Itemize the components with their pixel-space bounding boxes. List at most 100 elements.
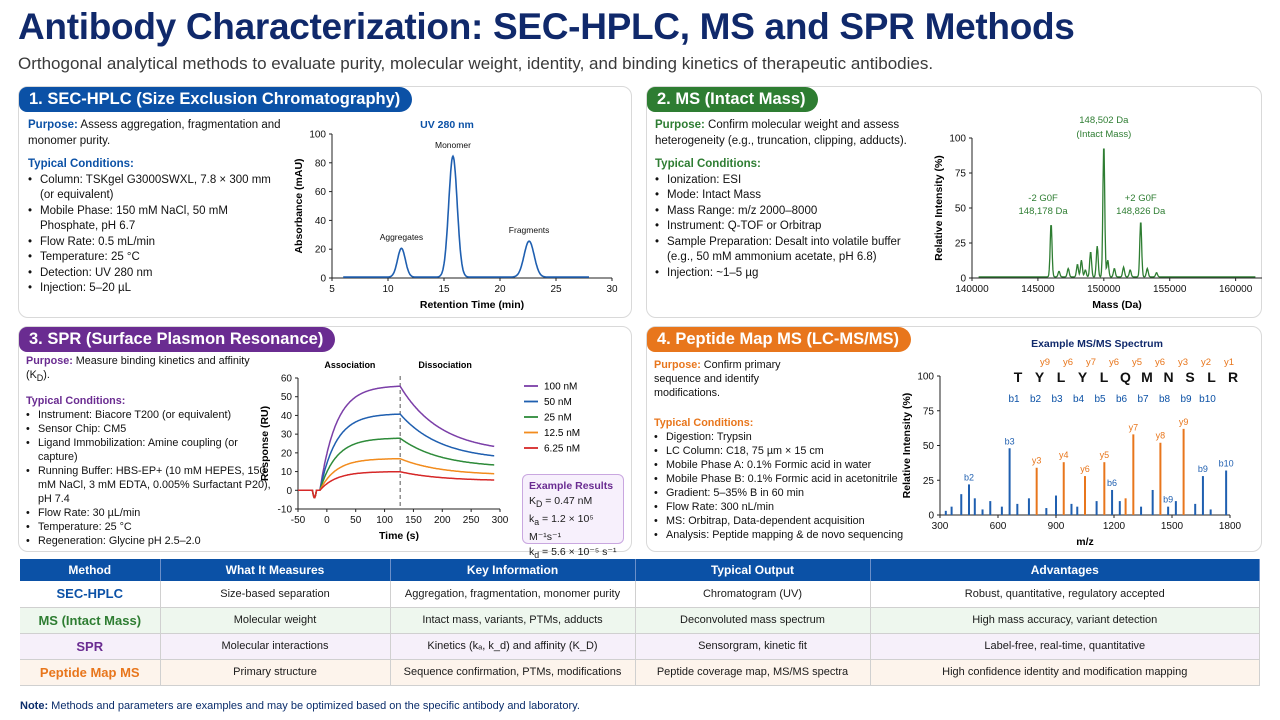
chromatogram-trace (343, 154, 589, 278)
y-tick-label: 100 (917, 372, 934, 383)
sec-purpose-label: Purpose: (28, 119, 78, 131)
y-tick-label: 75 (923, 406, 935, 417)
x-tick-label: 145000 (1021, 284, 1055, 295)
pep-condition: MS: Orbitrap, Data-dependent acquisition (654, 514, 904, 528)
spr-purpose-end: ). (43, 369, 50, 381)
peak-label: y7 (1129, 422, 1139, 432)
y-tick-label: 0 (320, 274, 326, 285)
result-sub: d (534, 550, 540, 561)
y-tick-label: 0 (928, 511, 934, 522)
sensorgram-series (298, 470, 495, 499)
peak-label: y6 (1080, 464, 1090, 474)
legend-label: 6.25 nM (544, 444, 580, 455)
table-cell: Label-free, real-time, quantitative (870, 633, 1260, 660)
y-tick-label: -10 (278, 505, 293, 516)
ms-condition: Ionization: ESI (655, 173, 920, 189)
table-cell: High mass accuracy, variant detection (870, 607, 1260, 634)
spr-cond-heading: Typical Conditions: (26, 395, 126, 408)
table-cell: Aggregation, fragmentation, monomer puri… (390, 581, 636, 608)
spr-sensorgram-chart: -50 0 50 100 150 200 250 300 -10 0 10 20 30 40 50 60 Tim… (259, 360, 580, 542)
y-tick-label: 25 (923, 476, 935, 487)
result-symbol: k (529, 546, 535, 559)
x-axis-label: m/z (1076, 536, 1094, 548)
y-tick-label: 30 (281, 430, 293, 441)
x-tick-label: 50 (350, 515, 362, 526)
x-tick-label: 100 (376, 515, 393, 526)
ms-text: Purpose: Confirm molecular weight and as… (655, 118, 920, 281)
b-ion-label: b5 (1094, 394, 1106, 405)
y-tick-label: 100 (309, 130, 326, 141)
ms-condition: Sample Preparation: Desalt into volatile… (655, 235, 920, 266)
sec-text: Purpose: Assess aggregation, fragmentati… (28, 118, 286, 297)
y-tick-label: 0 (286, 486, 292, 497)
sequence-residue: Y (1035, 369, 1045, 385)
y-ion-label: y6 (1109, 357, 1119, 368)
spr-purpose: Measure binding kinetics and affinity (K (26, 355, 250, 381)
page-title: Antibody Characterization: SEC-HPLC, MS … (18, 6, 1075, 47)
x-tick-label: 300 (492, 515, 509, 526)
table-header: What It Measures (160, 559, 391, 581)
b-ion-label: b3 (1051, 394, 1063, 405)
pep-purpose: Confirm primary sequence and identify mo… (654, 359, 781, 399)
x-tick-label: 0 (324, 515, 330, 526)
ms-condition: Mode: Intact Mass (655, 188, 920, 204)
result-value: = 0.47 nM (542, 495, 593, 507)
y-tick-label: 60 (281, 374, 293, 385)
table-cell: Primary structure (160, 659, 391, 686)
spr-tag: 3. SPR (Surface Plasmon Resonance) (19, 327, 336, 352)
peak-label: Monomer (435, 140, 471, 150)
y-tick-label: 10 (281, 467, 293, 478)
result-symbol: k (529, 513, 535, 526)
y-ion-label: y1 (1224, 357, 1234, 368)
phase-label: Dissociation (418, 360, 472, 370)
x-tick-label: 25 (550, 284, 562, 295)
y-tick-label: 75 (955, 169, 967, 180)
table-cell-method: Peptide Map MS (20, 659, 161, 686)
sec-condition: Temperature: 25 °C (28, 250, 286, 266)
y-axis-label: Relative Intensity (%) (901, 393, 913, 499)
sec-condition: Detection: UV 280 nm (28, 266, 286, 282)
annotation-label: (Intact Mass) (1076, 129, 1131, 140)
chart-title: Example MS/MS Spectrum (1031, 338, 1163, 350)
spr-condition: Temperature: 25 °C (26, 520, 276, 534)
x-tick-label: 900 (1048, 521, 1065, 532)
pep-condition: Digestion: Trypsin (654, 430, 904, 444)
y-ion-label: y5 (1132, 357, 1142, 368)
legend-label: 100 nM (544, 382, 577, 393)
sec-purpose: Assess aggregation, fragmentation and mo… (28, 119, 281, 147)
sequence-residue: Q (1120, 369, 1131, 385)
sec-condition: Column: TSKgel G3000SWXL, 7.8 × 300 mm (… (28, 173, 286, 204)
y-tick-label: 100 (949, 134, 966, 145)
page-subtitle: Orthogonal analytical methods to evaluat… (18, 54, 934, 73)
spr-condition: Ligand Immobilization: Amine coupling (o… (26, 436, 276, 464)
sequence-residue: L (1057, 369, 1066, 385)
table-cell: Intact mass, variants, PTMs, adducts (390, 607, 636, 634)
peak-label: y9 (1179, 417, 1189, 427)
ms-condition: Mass Range: m/z 2000–8000 (655, 204, 920, 220)
spr-result-kd: KD = 0.47 nM (529, 494, 617, 512)
sec-cond-heading: Typical Conditions: (28, 158, 134, 170)
ms-purpose: Confirm molecular weight and assess hete… (655, 119, 907, 147)
x-tick-label: -50 (291, 515, 306, 526)
spr-result-kdis: kd = 5.6 × 10⁻⁵ s⁻¹ (529, 545, 617, 563)
peak-label: y5 (1100, 450, 1110, 460)
x-tick-label: 1200 (1103, 521, 1126, 532)
table-header: Key Information (390, 559, 636, 581)
y-tick-label: 50 (923, 441, 935, 452)
result-symbol: K (529, 495, 537, 507)
table-cell: Sensorgram, kinetic fit (635, 633, 871, 660)
table-cell: Molecular interactions (160, 633, 391, 660)
table-cell: Peptide coverage map, MS/MS spectra (635, 659, 871, 686)
ms-tag: 2. MS (Intact Mass) (647, 87, 818, 112)
phase-label: Association (324, 360, 375, 370)
ms-condition: Instrument: Q-TOF or Orbitrap (655, 219, 920, 235)
sequence-residue: M (1141, 369, 1153, 385)
b-ion-label: b4 (1073, 394, 1085, 405)
y-tick-label: 40 (315, 216, 327, 227)
spr-text: Purpose: Measure binding kinetics and af… (26, 354, 276, 548)
y-tick-label: 40 (281, 411, 293, 422)
mass-spectrum-trace (978, 148, 1256, 278)
peak-label: y4 (1059, 450, 1069, 460)
table-header: Typical Output (635, 559, 871, 581)
ms-conditions: Ionization: ESI Mode: Intact Mass Mass R… (655, 173, 920, 282)
